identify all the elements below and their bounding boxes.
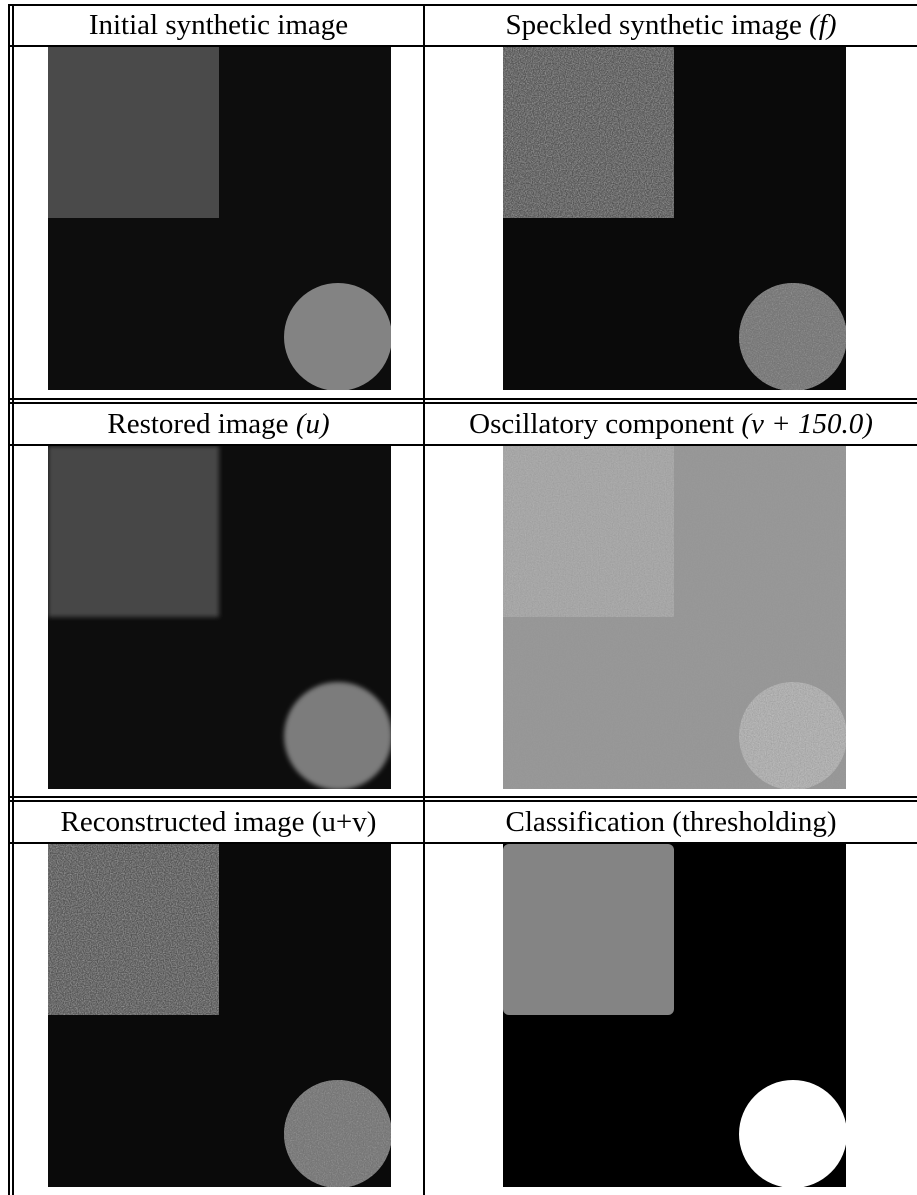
image-circle-noise — [739, 283, 846, 390]
panel-oscillatory — [503, 446, 846, 789]
caption-restored-math: (u) — [295, 408, 330, 440]
image-circle-region — [284, 682, 391, 789]
caption-classification-text: Classification (thresholding) — [505, 806, 837, 838]
panel-initial — [48, 47, 391, 390]
panel-speckled — [503, 47, 846, 390]
table-top-rule — [8, 4, 917, 6]
caption-classification: Classification (thresholding) — [425, 804, 917, 840]
panel-classification — [503, 844, 846, 1187]
image-square-noise — [503, 47, 674, 218]
image-circle-noise — [284, 1080, 391, 1187]
image-square-region — [48, 446, 219, 617]
caption-reconstructed: Reconstructed image (u+v) — [14, 804, 423, 840]
panel-image — [48, 47, 391, 390]
row2-bottom-rule-a — [8, 796, 917, 798]
caption-oscillatory: Oscillatory component (v + 150.0) — [425, 406, 917, 442]
panel-restored — [48, 446, 391, 789]
row1-bottom-rule-b — [8, 402, 917, 404]
row1-bottom-rule-a — [8, 398, 917, 400]
caption-reconstructed-text: Reconstructed image (u+v) — [60, 806, 377, 838]
panel-image — [48, 446, 391, 789]
caption-restored: Restored image (u) — [14, 406, 423, 442]
table-left-border-outer — [8, 4, 10, 1195]
panel-image — [503, 47, 846, 390]
image-circle-region — [739, 1080, 846, 1187]
image-square-noise — [503, 446, 674, 617]
table-left-border-inner — [12, 4, 14, 1195]
caption-restored-text: Restored image — [107, 408, 296, 440]
row1-caption-rule — [8, 45, 917, 47]
caption-speckled-text: Speckled synthetic image — [505, 9, 810, 41]
caption-speckled: Speckled synthetic image (f) — [425, 7, 917, 43]
image-square-noise — [48, 844, 219, 1015]
row2-bottom-rule-b — [8, 800, 917, 802]
caption-oscillatory-math: (v + 150.0) — [741, 408, 873, 440]
image-circle-noise — [739, 682, 846, 789]
caption-oscillatory-text: Oscillatory component — [469, 408, 742, 440]
panel-reconstructed — [48, 844, 391, 1187]
panel-image — [503, 446, 846, 789]
caption-initial-text: Initial synthetic image — [88, 9, 349, 41]
row3-caption-rule — [8, 842, 917, 844]
caption-speckled-math: (f) — [809, 9, 837, 41]
panel-image — [503, 844, 846, 1187]
image-circle-shade — [739, 283, 846, 390]
caption-initial: Initial synthetic image — [14, 7, 423, 43]
panel-image — [48, 844, 391, 1187]
table-column-divider — [423, 4, 425, 1195]
image-circle-shade — [284, 1080, 391, 1187]
row2-caption-rule — [8, 444, 917, 446]
image-square-region — [48, 47, 219, 218]
image-circle-region — [284, 283, 391, 390]
image-square-region — [503, 844, 674, 1015]
